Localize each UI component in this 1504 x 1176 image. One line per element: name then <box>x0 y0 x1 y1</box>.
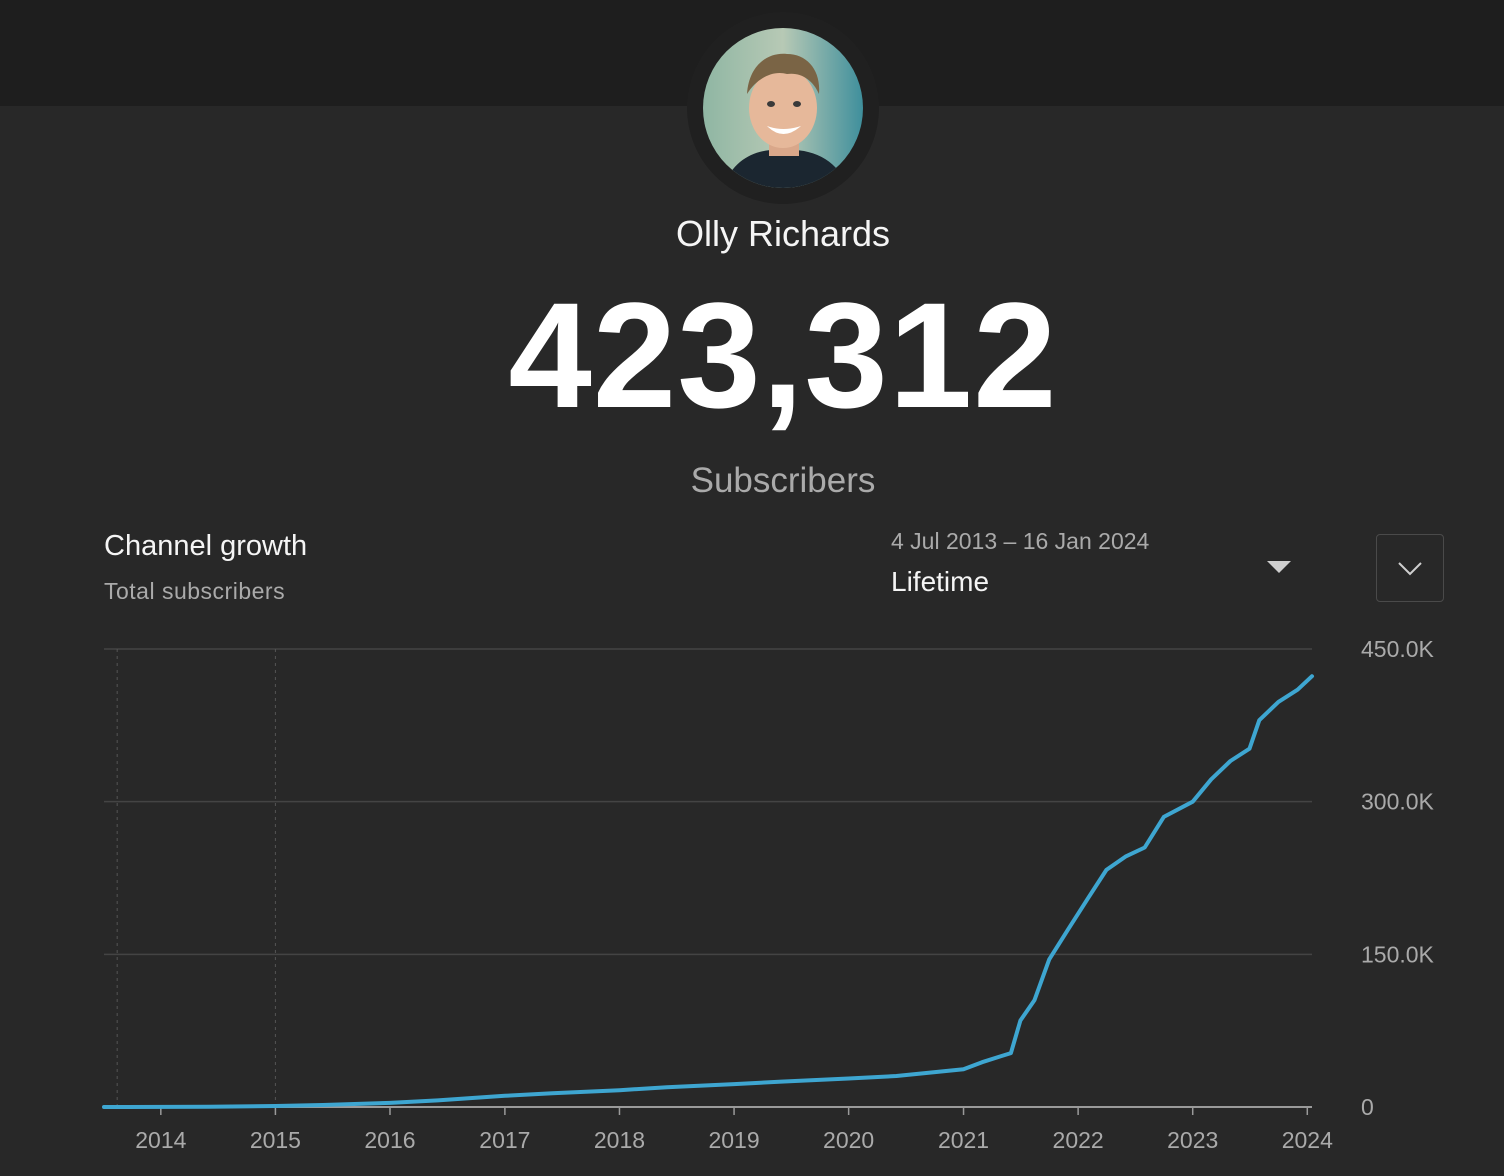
x-axis-labels: 2014 2015 2016 2017 2018 2019 2020 2021 2022 2023… <box>135 1127 1333 1153</box>
expand-button[interactable] <box>1376 534 1444 602</box>
caret-down-icon <box>1267 561 1291 573</box>
y-tick-label: 450.0K <box>1361 636 1435 662</box>
x-tick-label: 2021 <box>938 1127 989 1153</box>
avatar[interactable] <box>703 28 863 188</box>
y-tick-label: 150.0K <box>1361 941 1435 967</box>
x-tick-label: 2022 <box>1053 1127 1104 1153</box>
x-tick-label: 2023 <box>1167 1127 1218 1153</box>
subscriber-count: 423,312 <box>508 271 1058 439</box>
channel-name: Olly Richards <box>675 213 891 254</box>
y-tick-label: 300.0K <box>1361 789 1435 815</box>
x-tick-label: 2014 <box>135 1127 186 1153</box>
x-tick-label: 2024 <box>1282 1127 1333 1153</box>
reference-lines <box>116 649 276 1107</box>
avatar-image <box>703 28 863 188</box>
x-tick-label: 2016 <box>364 1127 415 1153</box>
subscriber-chart: 0 150.0K 300.0K 450.0K 2014 2015 2016 2017 2018… <box>102 636 1435 1153</box>
y-axis-labels: 0 150.0K 300.0K 450.0K <box>1361 636 1435 1120</box>
series-layer <box>102 674 1314 1109</box>
x-tick-label: 2019 <box>708 1127 759 1153</box>
x-tick-label: 2018 <box>594 1127 645 1153</box>
chevron-down-icon <box>1398 562 1422 576</box>
x-tick-label: 2015 <box>250 1127 301 1153</box>
x-tick-label: 2017 <box>479 1127 530 1153</box>
subscriber-label: Subscribers <box>690 461 876 500</box>
series-line <box>102 674 1314 1109</box>
y-tick-label: 0 <box>1361 1094 1374 1120</box>
card-title: Channel growth <box>104 530 308 562</box>
card-subtitle: Total subscribers <box>104 578 286 604</box>
date-range-text: 4 Jul 2013 – 16 Jan 2024 <box>891 528 1150 554</box>
x-tick-label: 2020 <box>823 1127 874 1153</box>
x-axis <box>104 1106 1312 1115</box>
grid-layer <box>104 648 1312 956</box>
date-range-dropdown[interactable]: 4 Jul 2013 – 16 Jan 2024 Lifetime <box>891 528 1301 608</box>
date-range-label: Lifetime <box>891 566 990 597</box>
